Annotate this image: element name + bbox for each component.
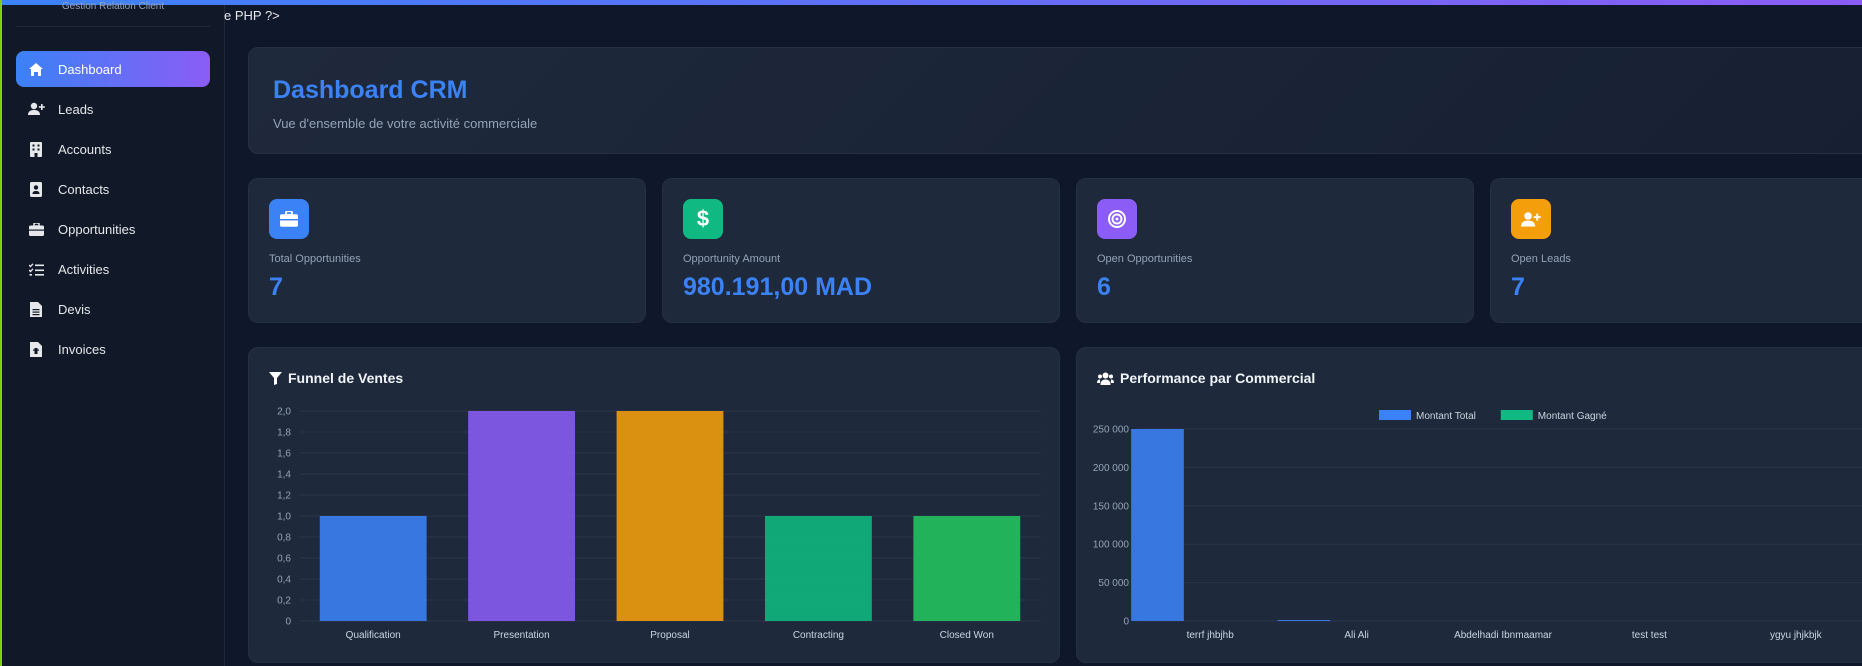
bar-2 xyxy=(468,411,576,621)
sidebar-item-devis[interactable]: Devis xyxy=(16,291,210,327)
y-tick-label: 2,0 xyxy=(277,407,291,418)
sidebar-item-label: Opportunities xyxy=(58,221,136,237)
y-tick-label: 50 000 xyxy=(1098,578,1129,589)
sidebar-item-label: Invoices xyxy=(58,341,106,357)
sidebar-item-label: Contacts xyxy=(58,181,110,197)
x-tick-label: Presentation xyxy=(494,630,550,641)
funnel-title: Funnel de Ventes xyxy=(288,370,404,386)
sidebar-item-invoices[interactable]: Invoices xyxy=(16,331,210,367)
php-fragment-text: e PHP ?> xyxy=(224,8,280,23)
performance-panel: Performance par Commercial 0 50 000 100 00… xyxy=(1076,347,1862,663)
stat-value: 6 xyxy=(1097,273,1111,301)
bar-3 xyxy=(616,411,724,621)
tasks-icon xyxy=(26,259,46,279)
bar-4 xyxy=(764,516,872,621)
sidebar-item-label: Activities xyxy=(58,261,110,277)
stat-label: Total Opportunities xyxy=(269,253,361,265)
x-tick-label: ygyu jhjkbjk xyxy=(1770,630,1823,641)
y-tick-label: 200 000 xyxy=(1093,463,1130,474)
hero-banner: Dashboard CRM Vue d'ensemble de votre ac… xyxy=(248,47,1862,154)
brand-subtitle: Gestion Relation Client xyxy=(61,1,165,12)
sidebar-item-label: Dashboard xyxy=(58,61,122,77)
stat-card-open-opportunities: Open Opportunities 6 xyxy=(1076,178,1474,323)
y-tick-label: 1,8 xyxy=(277,428,291,439)
sidebar-nav: Dashboard Leads Accounts Contacts Opport… xyxy=(16,51,210,371)
target-icon xyxy=(1097,199,1137,239)
y-tick-label: 1,2 xyxy=(277,491,291,502)
left-edge-line xyxy=(0,0,2,666)
sidebar-item-leads[interactable]: Leads xyxy=(16,91,210,127)
funnel-chart: 0 0,2 0,4 0,6 0,8 1,0 1,2 1,4 1,6 1,8 2,0 Qualifica… xyxy=(277,407,1041,641)
panel-title: Performance par Commercial xyxy=(1097,370,1315,386)
x-tick-label: Qualification xyxy=(346,630,401,641)
y-tick-label: 0,8 xyxy=(277,533,291,544)
stat-label: Open Opportunities xyxy=(1097,253,1193,265)
y-tick-label: 1,0 xyxy=(277,512,291,523)
sidebar-item-contacts[interactable]: Contacts xyxy=(16,171,210,207)
y-tick-label: 1,6 xyxy=(277,449,291,460)
file-icon xyxy=(26,299,46,319)
stat-value: 7 xyxy=(269,273,283,301)
sidebar-item-accounts[interactable]: Accounts xyxy=(16,131,210,167)
bar-total-2 xyxy=(1277,620,1331,621)
stat-card-open-leads: Open Leads 7 xyxy=(1490,178,1862,323)
performance-title: Performance par Commercial xyxy=(1120,370,1316,386)
x-tick-label: terrf jhbjhb xyxy=(1187,630,1235,641)
y-tick-label: 0,2 xyxy=(277,596,291,607)
y-tick-label: 0,4 xyxy=(277,575,291,586)
sidebar-item-label: Leads xyxy=(58,101,94,117)
page-subtitle: Vue d'ensemble de votre activité commerc… xyxy=(273,116,538,131)
briefcase-icon xyxy=(26,219,46,239)
brand-divider xyxy=(16,26,210,27)
briefcase-icon xyxy=(269,199,309,239)
y-tick-label: 0,6 xyxy=(277,554,291,565)
x-tick-label: Proposal xyxy=(650,630,689,641)
sidebar-item-opportunities[interactable]: Opportunities xyxy=(16,211,210,247)
stat-label: Opportunity Amount xyxy=(683,253,781,265)
y-tick-label: 0 xyxy=(1123,617,1129,628)
x-tick-label: Closed Won xyxy=(940,630,994,641)
sidebar-item-label: Devis xyxy=(58,301,91,317)
home-icon xyxy=(26,59,46,79)
sidebar-item-label: Accounts xyxy=(58,141,112,157)
stat-label: Open Leads xyxy=(1511,253,1571,265)
y-tick-label: 150 000 xyxy=(1093,501,1130,512)
y-tick-label: 0 xyxy=(285,617,291,628)
sidebar: Gestion Relation Client Dashboard Leads … xyxy=(2,1,225,666)
sidebar-item-dashboard[interactable]: Dashboard xyxy=(16,51,210,87)
legend-label: Montant Total xyxy=(1416,411,1476,422)
page-title: Dashboard CRM xyxy=(273,76,468,104)
stat-value: 7 xyxy=(1511,273,1525,301)
stat-card-total-opportunities: Total Opportunities 7 xyxy=(248,178,646,323)
address-book-icon xyxy=(26,179,46,199)
x-tick-label: Ali Ali xyxy=(1344,630,1368,641)
stat-value: 980.191,00 MAD xyxy=(683,273,873,301)
sidebar-item-activities[interactable]: Activities xyxy=(16,251,210,287)
dollar-icon: $ xyxy=(683,199,723,239)
x-tick-label: Contracting xyxy=(793,630,844,641)
bar-5 xyxy=(913,516,1021,621)
top-accent-bar xyxy=(0,0,1862,5)
y-tick-label: 250 000 xyxy=(1093,425,1130,436)
legend-swatch xyxy=(1379,410,1411,420)
legend-swatch xyxy=(1500,410,1533,420)
y-tick-label: 1,4 xyxy=(277,470,291,481)
user-plus-icon xyxy=(26,99,46,119)
users-icon xyxy=(1097,372,1114,385)
funnel-panel: Funnel de Ventes 0 0,2 0,4 0,6 0,8 1,0 1,2 1,4 1… xyxy=(248,347,1060,663)
legend-label: Montant Gagné xyxy=(1538,411,1607,422)
user-plus-icon xyxy=(1511,199,1551,239)
performance-chart: 0 50 000 100 000 150 000 200 000 250 000 Monta… xyxy=(1093,410,1862,641)
y-tick-label: 100 000 xyxy=(1093,540,1130,551)
invoice-icon xyxy=(26,339,46,359)
panel-title: Funnel de Ventes xyxy=(269,370,403,386)
stat-card-opportunity-amount: $ Opportunity Amount 980.191,00 MAD xyxy=(662,178,1060,323)
filter-icon xyxy=(269,371,282,385)
bar-total-1 xyxy=(1131,429,1184,621)
building-icon xyxy=(26,139,46,159)
x-tick-label: Abdelhadi Ibnmaamar xyxy=(1454,630,1553,641)
x-tick-label: test test xyxy=(1632,630,1667,641)
bar-1 xyxy=(319,516,427,621)
